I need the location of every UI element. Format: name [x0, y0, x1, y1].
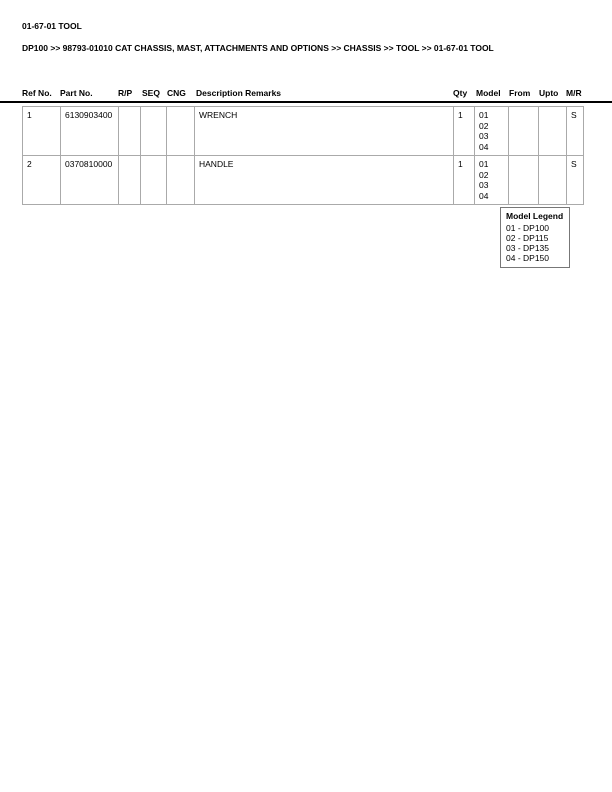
model-code: 04: [479, 141, 489, 152]
desc-cell: WRENCH: [194, 106, 454, 156]
model-code: 01: [479, 159, 489, 169]
model-code: 01: [479, 110, 489, 120]
legend-item: 01 - DP100: [506, 223, 549, 233]
rp-cell: [118, 106, 141, 156]
upto-cell: [538, 155, 567, 205]
breadcrumb: DP100 >> 98793-01010 CAT CHASSIS, MAST, …: [22, 43, 494, 53]
model-code: 02: [479, 120, 489, 131]
legend-item: 02 - DP115: [506, 233, 549, 243]
qty-cell: 1: [453, 155, 475, 205]
col-from: From: [509, 88, 531, 98]
seq-cell: [140, 155, 167, 205]
cng-cell: [166, 155, 195, 205]
col-qty: Qty: [453, 88, 468, 98]
model-cell: 01 02 03 04: [474, 106, 509, 156]
table-row[interactable]: 1 6130903400 WRENCH 1 01 02 03 04 S: [22, 106, 584, 156]
col-ref: Ref No.: [22, 88, 52, 98]
seq-cell: [140, 106, 167, 156]
legend-item: 04 - DP150: [506, 253, 549, 263]
model-code: 03: [479, 131, 489, 141]
model-code: 04: [479, 190, 489, 201]
ref-cell: 1: [22, 106, 61, 156]
legend-item: 03 - DP135: [506, 243, 549, 253]
col-seq: SEQ: [142, 88, 160, 98]
table-row[interactable]: 2 0370810000 HANDLE 1 01 02 03 04 S: [22, 155, 584, 205]
part-cell: 6130903400: [60, 106, 119, 156]
page-title: 01-67-01 TOOL: [22, 21, 82, 31]
rp-cell: [118, 155, 141, 205]
model-legend: Model Legend 01 - DP100 02 - DP115 03 - …: [500, 207, 570, 268]
from-cell: [508, 155, 539, 205]
ref-cell: 2: [22, 155, 61, 205]
cng-cell: [166, 106, 195, 156]
qty-cell: 1: [453, 106, 475, 156]
desc-cell: HANDLE: [194, 155, 454, 205]
col-part: Part No.: [60, 88, 93, 98]
upto-cell: [538, 106, 567, 156]
mr-cell: S: [566, 155, 584, 205]
col-rp: R/P: [118, 88, 133, 98]
part-cell: 0370810000: [60, 155, 119, 205]
mr-cell: S: [566, 106, 584, 156]
col-upto: Upto: [539, 88, 559, 98]
legend-title: Model Legend: [506, 211, 564, 221]
col-mr: M/R: [566, 88, 582, 98]
parts-table: 1 6130903400 WRENCH 1 01 02 03 04 S 2 03708…: [22, 106, 584, 205]
model-code: 03: [479, 180, 489, 190]
header-divider: [0, 101, 612, 103]
model-code: 02: [479, 169, 489, 180]
col-desc: Description Remarks: [196, 88, 282, 98]
model-cell: 01 02 03 04: [474, 155, 509, 205]
col-cng: CNG: [167, 88, 186, 98]
from-cell: [508, 106, 539, 156]
col-model: Model: [476, 88, 501, 98]
